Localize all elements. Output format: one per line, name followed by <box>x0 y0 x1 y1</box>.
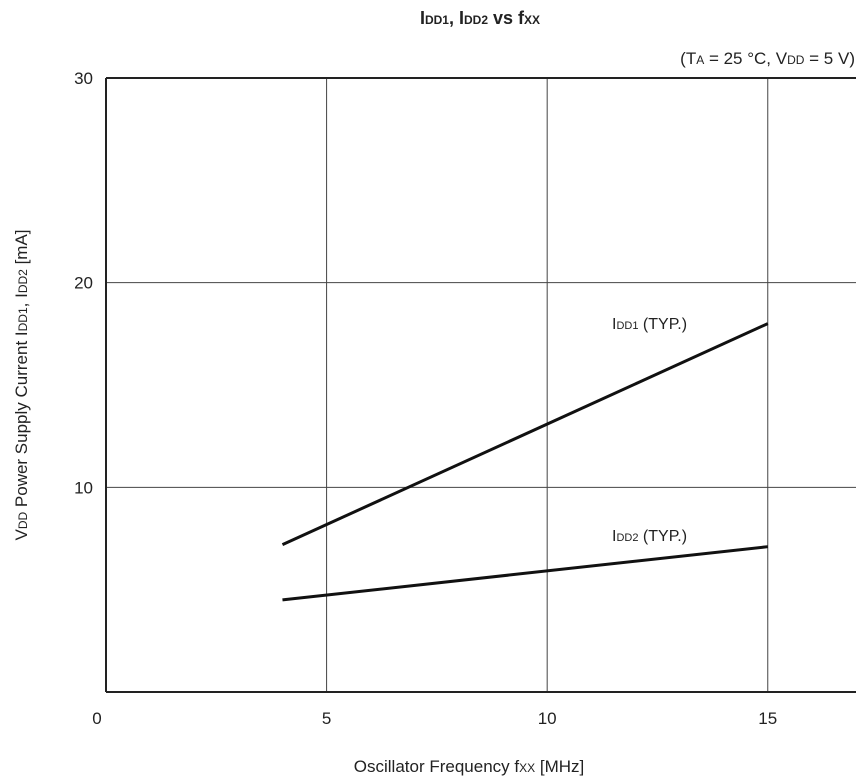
y-tick-label: 30 <box>74 69 93 88</box>
x-axis-label: Oscillator Frequency fXX [MHz] <box>354 757 584 776</box>
chart-title: IDD1, IDD2 vs fXX <box>420 8 540 28</box>
series-label-2: IDD2 (TYP.) <box>612 528 687 545</box>
y-axis-label: VDD Power Supply Current IDD1, IDD2 [mA] <box>12 229 31 540</box>
x-tick-label: 10 <box>538 709 557 728</box>
y-tick-label: 20 <box>74 274 93 293</box>
x-tick-label: 15 <box>758 709 777 728</box>
series-label-1: IDD1 (TYP.) <box>612 316 687 333</box>
series-line-2 <box>282 545 768 602</box>
series-line-1 <box>281 322 769 547</box>
x-tick-label: 5 <box>322 709 331 728</box>
y-tick-label: 10 <box>74 478 93 497</box>
conditions-note: (TA = 25 °C, VDD = 5 V) <box>680 49 855 68</box>
x-tick-label: 0 <box>92 709 101 728</box>
